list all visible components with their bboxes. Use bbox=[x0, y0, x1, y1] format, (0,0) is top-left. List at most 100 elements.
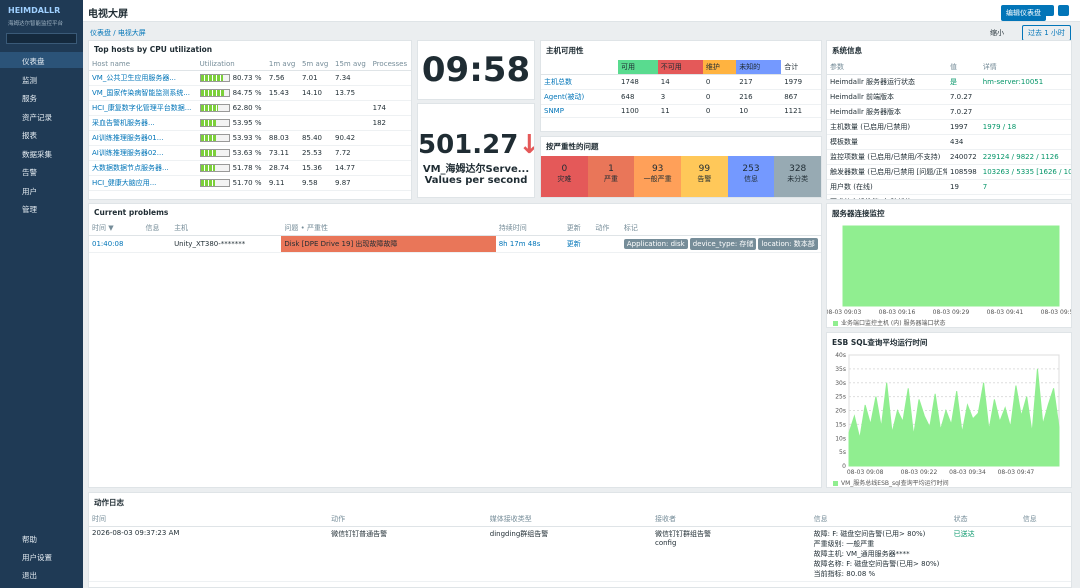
util-label: 62.80 % bbox=[232, 104, 262, 112]
severity-label: 告警 bbox=[697, 175, 712, 183]
cell: 1979 bbox=[781, 74, 821, 90]
param: 监控项数量 (已启用/已禁用/不支持) bbox=[827, 149, 947, 165]
tag: location: 数本部 bbox=[758, 238, 818, 250]
cell: 3 bbox=[657, 89, 703, 105]
util-label: 80.73 % bbox=[232, 74, 262, 82]
severity: 按严重性的问题 0 灾难 1 严重 93 一般严重 99 告警 253 信息 328 未分类 bbox=[540, 136, 822, 198]
column-header: 时间 ▼ bbox=[89, 221, 143, 236]
severity-label: 未分类 bbox=[787, 175, 809, 183]
severity-row: 0 灾难 1 严重 93 一般严重 99 告警 253 信息 328 未分类 bbox=[541, 156, 821, 197]
legend-label: 业务端口监控主机 (内) 服务器端口状态 bbox=[841, 319, 946, 327]
x-tick-label: 08-03 09:41 bbox=[987, 309, 1024, 316]
menu-item[interactable]: 退出 bbox=[22, 571, 37, 580]
time-range[interactable]: 过去 1 小时 bbox=[1022, 25, 1071, 41]
value: 1997 bbox=[947, 119, 980, 135]
severity-box[interactable]: 328 未分类 bbox=[774, 156, 821, 197]
panel-title: 动作日志 bbox=[94, 498, 124, 507]
utilization: 62.80 % bbox=[196, 100, 266, 116]
item-unit: Values per second bbox=[424, 175, 528, 186]
util-fill bbox=[200, 105, 219, 111]
column-header: 信息 bbox=[1019, 512, 1071, 527]
info-row: Heimdallr 前端版本 7.0.27 bbox=[827, 89, 1071, 105]
util-bar bbox=[199, 119, 230, 127]
item-value: 501.27↓ VM_海姆达尔Serve... Values per secon… bbox=[417, 103, 535, 198]
menu-item[interactable]: 告警 bbox=[22, 168, 37, 177]
severity-box[interactable]: 1 严重 bbox=[587, 156, 635, 197]
actions bbox=[592, 235, 621, 253]
menu-button[interactable] bbox=[1043, 5, 1054, 16]
severity-box[interactable]: 253 信息 bbox=[727, 156, 775, 197]
host-row: 大数据数据节点服务器... 51.78 % 28.74 15.36 14.77 bbox=[89, 160, 411, 176]
severity-count: 253 bbox=[742, 164, 760, 174]
detail bbox=[979, 89, 1071, 105]
area bbox=[848, 368, 1060, 467]
crumb[interactable]: 仪表盘 bbox=[90, 29, 111, 37]
column-header: Utilization bbox=[196, 58, 266, 71]
value: 501.27 bbox=[418, 130, 519, 160]
cell: 0 bbox=[702, 89, 737, 105]
menu-item[interactable]: 数据采集 bbox=[22, 149, 52, 159]
menu-item[interactable]: 服务 bbox=[22, 94, 37, 103]
row-label: 主机总数 bbox=[541, 74, 619, 90]
cell: 216 bbox=[736, 89, 782, 105]
message: 故障: F: 磁盘空间告警(已用> 80%) 严重级别: 一般严重 故障主机: VM… bbox=[810, 526, 951, 582]
update[interactable]: 更新 bbox=[563, 235, 593, 253]
menu-item[interactable]: 监测 bbox=[22, 75, 37, 85]
cell bbox=[369, 160, 411, 176]
tag: device_type: 存储 bbox=[689, 238, 757, 250]
message-line: 故障名称: F: 磁盘空间告警(已用> 80%) bbox=[813, 560, 940, 568]
severity-box[interactable]: 99 告警 bbox=[681, 156, 728, 197]
util-fill bbox=[200, 90, 225, 96]
host-name: HCI_健康大脑应用... bbox=[89, 175, 197, 191]
chart: 0 5s 10s 15s 20s 25s 30s 35s 40s 08-03 09:08 08-03… bbox=[833, 352, 1060, 487]
fullscreen-button[interactable] bbox=[1058, 5, 1069, 16]
value: 7.0.27 bbox=[947, 104, 980, 120]
cell bbox=[298, 100, 333, 116]
menu-item[interactable]: 仪表盘 bbox=[0, 52, 83, 68]
severity-label: 一般严重 bbox=[643, 175, 672, 183]
edit-button[interactable]: 编辑仪表盘 bbox=[1001, 5, 1046, 21]
legend-swatch bbox=[833, 481, 838, 486]
menu-item[interactable]: 用户设置 bbox=[22, 553, 52, 562]
recipient: 微信钉钉群组告警 config bbox=[651, 526, 811, 582]
info-row: 模板数量 434 bbox=[827, 134, 1071, 150]
chart-panel: 服务器连接监控 08-03 09:03 08-03 09:16 08-03 09:29… bbox=[826, 203, 1072, 328]
menu-item[interactable]: 管理 bbox=[22, 205, 37, 214]
severity-label: 信息 bbox=[744, 175, 759, 183]
crumb[interactable]: 电视大屏 bbox=[117, 29, 146, 37]
column-header: 问题 • 严重性 bbox=[281, 221, 496, 236]
severity-count: 1 bbox=[608, 164, 614, 174]
param: Heimdallr 前端版本 bbox=[827, 89, 947, 105]
log-table: 时间 动作 媒体接收类型 接收者 信息 状态 信息 2026-08-03 09:37:23 A… bbox=[89, 512, 1071, 582]
host-name: AI训练推理服务器01... bbox=[89, 130, 197, 146]
menu-item[interactable]: 帮助 bbox=[22, 535, 37, 544]
x-tick-label: 08-03 09:54 bbox=[1041, 309, 1071, 316]
column-header: 15m avg bbox=[332, 58, 370, 71]
zoom-button[interactable]: 缩小 bbox=[990, 29, 1004, 37]
menu-item[interactable]: 报表 bbox=[22, 131, 37, 140]
recipient-line: config bbox=[654, 539, 677, 547]
time: 2026-08-03 09:37:23 AM bbox=[89, 526, 329, 582]
duration: 8h 17m 48s bbox=[495, 235, 564, 253]
severity-count: 0 bbox=[561, 164, 568, 174]
top-hosts: Top hosts by CPU utilization Host name Ut… bbox=[88, 40, 412, 200]
search-box[interactable] bbox=[6, 33, 77, 44]
menu-item[interactable]: 资产记录 bbox=[22, 112, 52, 122]
logo-subtitle: 海姆达尔智能监控平台 bbox=[8, 21, 64, 27]
utilization: 53.63 % bbox=[196, 145, 266, 161]
menu-item[interactable]: 用户 bbox=[22, 186, 37, 196]
cell bbox=[369, 85, 411, 101]
availability-table: 可用 不可用 维护 未知的 合计 主机总数 1748 14 0 217 1979 Agent(被动) 6… bbox=[541, 60, 821, 118]
cell: 1748 bbox=[618, 74, 658, 90]
severity-box[interactable]: 93 一般严重 bbox=[634, 156, 682, 197]
cell: 85.40 bbox=[298, 130, 333, 146]
info-row: Heimdallr 服务器版本 7.0.27 bbox=[827, 104, 1071, 120]
cell: 14.77 bbox=[332, 160, 370, 176]
host-name: HCI_康复数字化管理平台数据... bbox=[89, 100, 197, 116]
param: 模板数量 bbox=[827, 134, 947, 150]
message-line: 故障: F: 磁盘空间告警(已用> 80%) bbox=[813, 530, 926, 538]
severity-box[interactable]: 0 灾难 bbox=[541, 156, 588, 197]
util-bar bbox=[199, 89, 230, 97]
detail: 229124 / 9822 / 1126 bbox=[979, 149, 1071, 165]
